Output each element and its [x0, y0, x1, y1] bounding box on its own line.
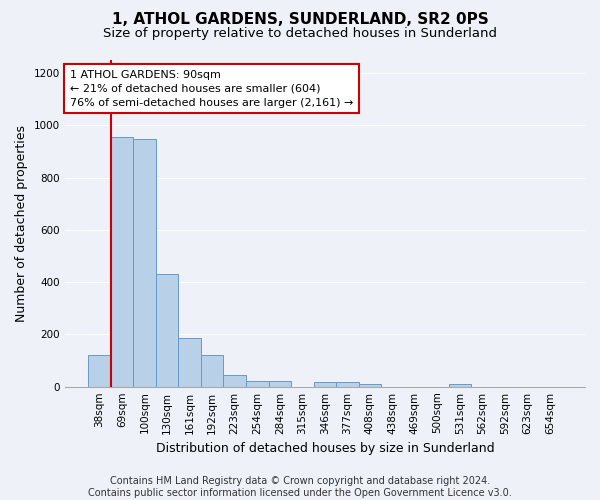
Bar [246, 382, 269, 386]
Text: 1 ATHOL GARDENS: 90sqm
← 21% of detached houses are smaller (604)
76% of semi-de: 1 ATHOL GARDENS: 90sqm ← 21% of detached… [70, 70, 353, 108]
Bar [223, 375, 246, 386]
Bar [449, 384, 471, 386]
Bar [201, 356, 223, 386]
Bar [156, 274, 178, 386]
Text: Size of property relative to detached houses in Sunderland: Size of property relative to detached ho… [103, 28, 497, 40]
Bar [133, 139, 156, 386]
Text: Contains HM Land Registry data © Crown copyright and database right 2024.
Contai: Contains HM Land Registry data © Crown c… [88, 476, 512, 498]
Bar [111, 137, 133, 386]
Bar [88, 356, 111, 386]
Y-axis label: Number of detached properties: Number of detached properties [15, 125, 28, 322]
Bar [359, 384, 381, 386]
Bar [336, 382, 359, 386]
Bar [178, 338, 201, 386]
Bar [314, 382, 336, 386]
Bar [269, 382, 291, 386]
X-axis label: Distribution of detached houses by size in Sunderland: Distribution of detached houses by size … [155, 442, 494, 455]
Text: 1, ATHOL GARDENS, SUNDERLAND, SR2 0PS: 1, ATHOL GARDENS, SUNDERLAND, SR2 0PS [112, 12, 488, 28]
